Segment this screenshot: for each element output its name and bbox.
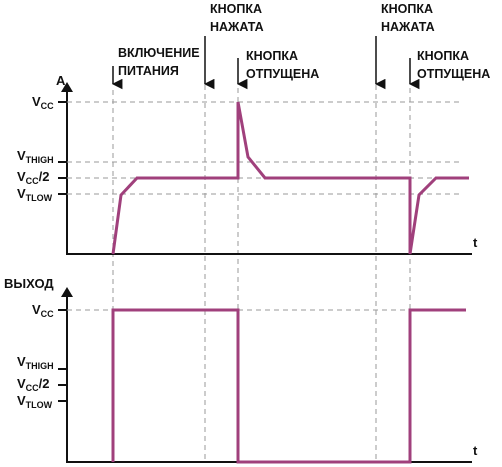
bottom-plot: ВЫХОД t VCC VTHIGH VCC/2 VTLOW — [4, 276, 478, 464]
bottom-vtlow-label: VTLOW — [17, 393, 53, 410]
release-2-label-2: ОТПУЩЕНА — [417, 67, 490, 81]
bottom-y-arrow — [61, 287, 73, 297]
top-vthigh-label: VTHIGH — [17, 148, 54, 165]
press-2-label-1: КНОПКА — [381, 2, 433, 16]
top-xlabel: t — [473, 235, 478, 250]
press-1-label-1: КНОПКА — [210, 2, 262, 16]
top-signal-trace — [111, 101, 469, 255]
bottom-signal-trace — [111, 308, 466, 464]
power-on-label-1: ВКЛЮЧЕНИЕ — [118, 46, 200, 60]
press-1-label-2: НАЖАТА — [210, 20, 264, 34]
power-on-label-2: ПИТАНИЯ — [118, 64, 179, 78]
bottom-vthigh-label: VTHIGH — [17, 354, 54, 371]
release-1-label-2: ОТПУЩЕНА — [246, 67, 319, 81]
top-plot: A t VCC VTHIGH VCC/2 VTLOW — [17, 73, 478, 255]
bottom-vcc-label: VCC — [32, 302, 54, 319]
top-vcc2-label: VCC/2 — [17, 169, 50, 186]
bottom-xlabel: t — [473, 443, 478, 458]
release-1-label-1: КНОПКА — [246, 49, 298, 63]
top-vtlow-label: VTLOW — [17, 186, 53, 203]
release-2-label-1: КНОПКА — [417, 49, 469, 63]
top-y-arrow — [61, 82, 73, 92]
press-2-label-2: НАЖАТА — [381, 20, 435, 34]
top-ylabel: A — [56, 73, 66, 88]
bottom-vcc2-label: VCC/2 — [17, 376, 50, 393]
bottom-ylabel: ВЫХОД — [4, 276, 54, 291]
top-vcc-label: VCC — [32, 94, 54, 111]
